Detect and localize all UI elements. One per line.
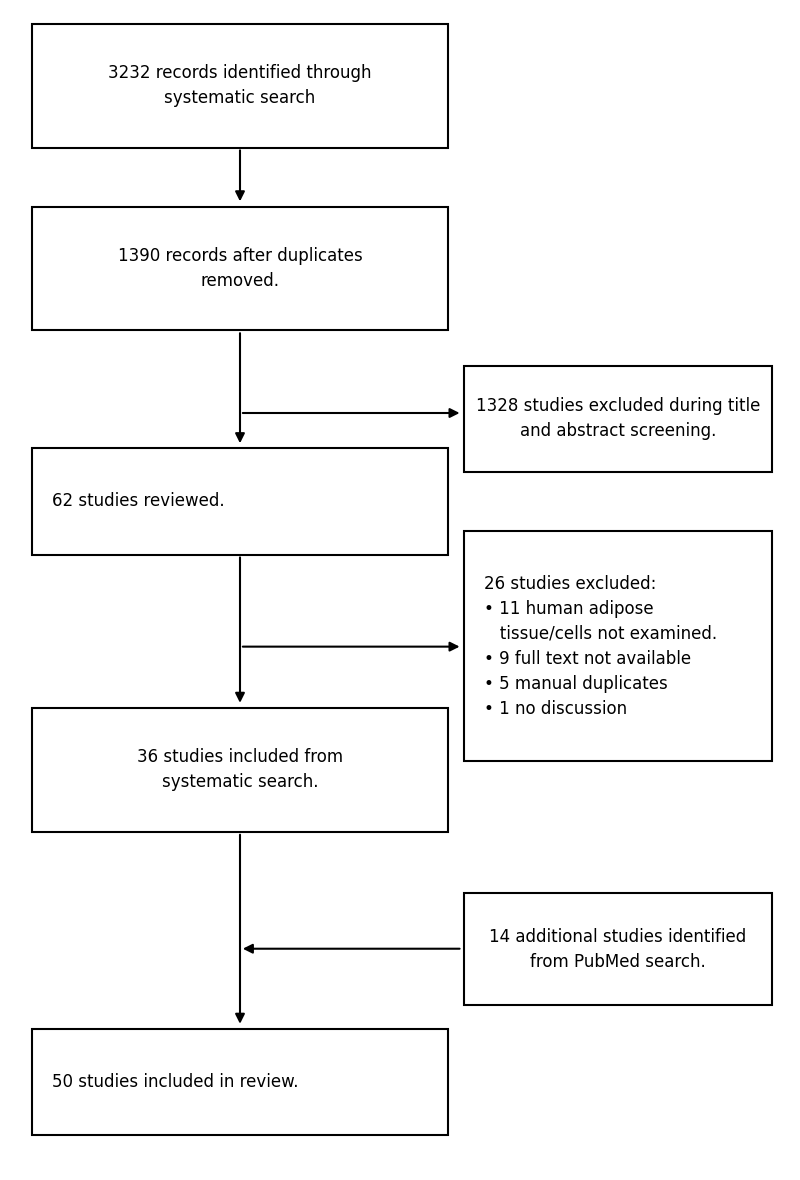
FancyBboxPatch shape (464, 893, 772, 1005)
Text: 3232 records identified through
systematic search: 3232 records identified through systemat… (108, 64, 372, 107)
FancyBboxPatch shape (32, 448, 448, 555)
FancyBboxPatch shape (464, 366, 772, 472)
FancyBboxPatch shape (32, 24, 448, 148)
Text: 26 studies excluded:
• 11 human adipose
   tissue/cells not examined.
• 9 full t: 26 studies excluded: • 11 human adipose … (484, 575, 717, 717)
FancyBboxPatch shape (32, 206, 448, 330)
Text: 1390 records after duplicates
removed.: 1390 records after duplicates removed. (118, 247, 362, 290)
Text: 62 studies reviewed.: 62 studies reviewed. (52, 492, 225, 511)
Text: 50 studies included in review.: 50 studies included in review. (52, 1073, 298, 1092)
Text: 14 additional studies identified
from PubMed search.: 14 additional studies identified from Pu… (490, 927, 746, 971)
FancyBboxPatch shape (32, 1029, 448, 1135)
FancyBboxPatch shape (464, 531, 772, 761)
Text: 1328 studies excluded during title
and abstract screening.: 1328 studies excluded during title and a… (476, 398, 760, 440)
FancyBboxPatch shape (32, 708, 448, 832)
Text: 36 studies included from
systematic search.: 36 studies included from systematic sear… (137, 748, 343, 792)
